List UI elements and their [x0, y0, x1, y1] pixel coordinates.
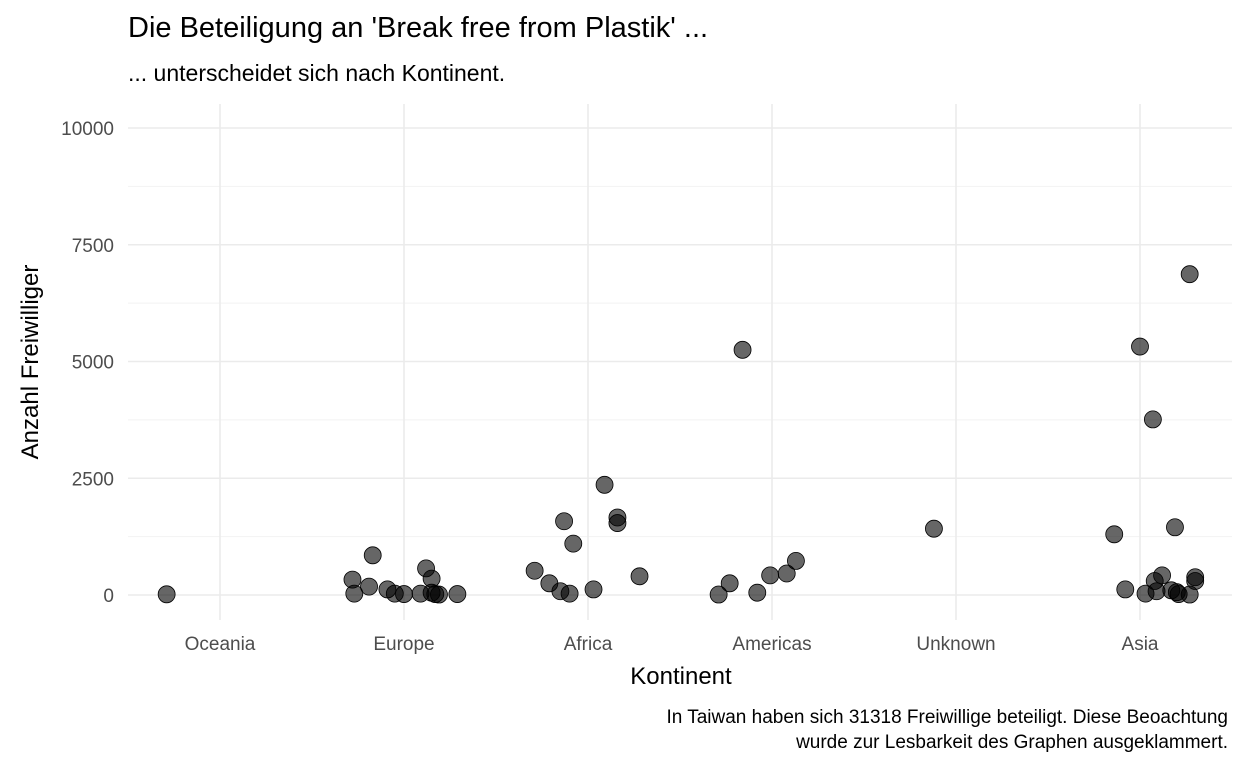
data-point — [1116, 580, 1135, 599]
data-point — [777, 564, 796, 583]
data-point — [564, 534, 583, 553]
data-point — [761, 566, 780, 585]
chart-subtitle: ... unterscheidet sich nach Kontinent. — [128, 60, 506, 86]
data-point — [345, 584, 364, 603]
data-point — [525, 561, 544, 580]
y-tick-label: 10000 — [61, 119, 114, 140]
x-tick-label: Europe — [373, 634, 434, 655]
x-tick-label: Africa — [564, 634, 613, 655]
x-axis-title: Kontinent — [630, 663, 732, 690]
data-point — [709, 585, 728, 604]
data-point — [1153, 566, 1171, 585]
data-point — [787, 552, 805, 570]
x-tick-label: Asia — [1122, 634, 1159, 655]
data-point — [733, 340, 752, 359]
data-points — [157, 265, 1205, 604]
data-point — [584, 580, 603, 599]
y-tick-label: 2500 — [72, 469, 114, 490]
chart-title: Die Beteiligung an 'Break free from Plas… — [128, 12, 709, 44]
data-point — [1166, 518, 1184, 537]
data-point — [1131, 337, 1149, 356]
x-tick-label: Oceania — [185, 634, 256, 655]
y-axis-title: Anzahl Freiwilliger — [17, 265, 44, 460]
y-tick-label: 7500 — [72, 236, 114, 257]
data-point — [448, 585, 467, 603]
caption-line-2: wurde zur Lesbarkeit des Graphen ausgekl… — [796, 732, 1228, 753]
data-point — [1105, 525, 1124, 544]
data-point — [363, 546, 382, 565]
data-point — [395, 585, 413, 603]
data-point — [748, 583, 767, 602]
data-point — [630, 567, 649, 586]
data-point — [430, 585, 448, 604]
data-point — [1186, 572, 1205, 590]
data-point — [360, 577, 378, 596]
data-point — [925, 519, 943, 538]
data-point — [1143, 410, 1162, 429]
x-axis-ticks: Oceania Europe Africa Americas Unknown Asia — [185, 634, 1159, 655]
data-point — [555, 512, 573, 531]
data-point — [608, 514, 627, 532]
data-point — [720, 574, 739, 593]
data-point — [1180, 265, 1199, 284]
scatter-chart: 0 2500 5000 7500 10000 Oceania Europe Africa Am… — [17, 104, 1232, 690]
y-tick-label: 5000 — [72, 353, 114, 374]
chart-caption: In Taiwan haben sich 31318 Freiwillige b… — [666, 705, 1228, 755]
y-axis-ticks: 0 2500 5000 7500 10000 — [61, 119, 114, 607]
data-point — [560, 584, 579, 603]
y-tick-label: 0 — [103, 586, 114, 607]
data-point — [157, 585, 176, 604]
x-tick-label: Americas — [732, 634, 811, 655]
caption-line-1: In Taiwan haben sich 31318 Freiwillige b… — [666, 707, 1228, 728]
x-tick-label: Unknown — [916, 634, 995, 655]
data-point — [595, 475, 614, 494]
grid-lines — [128, 104, 1232, 620]
